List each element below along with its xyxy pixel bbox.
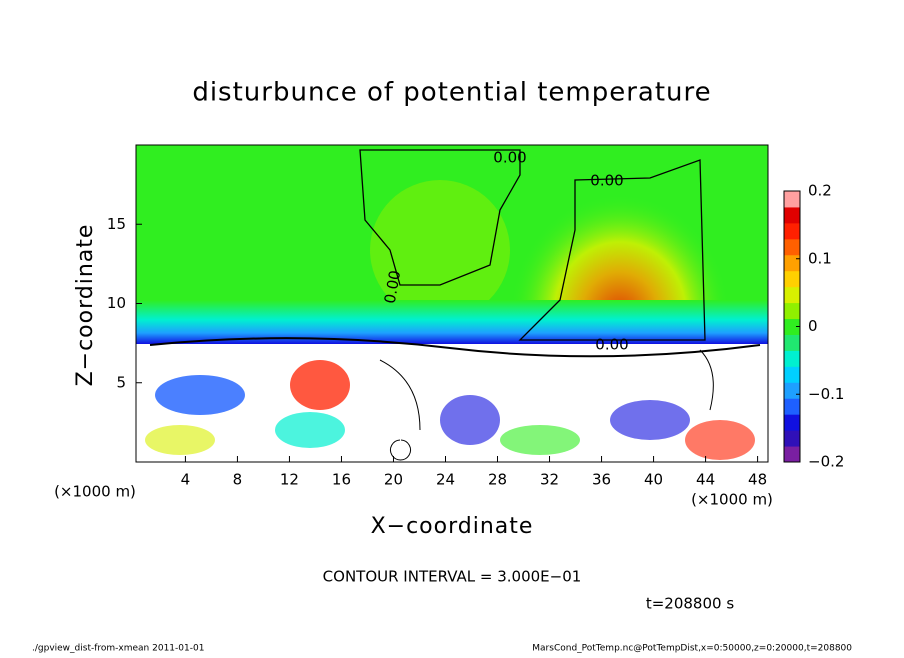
y-tick-label: 10 [107, 294, 126, 312]
chart-title: disturbunce of potential temperature [192, 78, 711, 108]
contour-interval: CONTOUR INTERVAL = 3.000E−01 [323, 568, 582, 586]
colorbar-swatch [784, 191, 800, 208]
x-unit: (×1000 m) [54, 483, 136, 501]
colorbar-tick-label: 0 [808, 317, 818, 335]
y-tick-label: 15 [107, 215, 126, 233]
x-tick-label: 24 [436, 471, 455, 489]
x-tick-label: 32 [540, 471, 559, 489]
colorbar-swatch [784, 302, 800, 320]
contour-label: 0.00 [595, 336, 628, 354]
footer-right: MarsCond_PotTemp.nc@PotTempDist,x=0:5000… [532, 644, 852, 654]
colorbar-swatch [784, 430, 800, 447]
colorbar-swatch [784, 238, 800, 256]
x-axis-label: X−coordinate [371, 514, 534, 539]
x-tick-label: 40 [644, 471, 663, 489]
colorbar-swatch [784, 254, 800, 272]
colorbar-swatch [784, 382, 800, 399]
x-tick-label: 8 [233, 471, 243, 489]
field [136, 145, 768, 462]
colorbar-swatch [784, 366, 800, 383]
y-axis-label: Z−coordinate [73, 224, 98, 387]
x-unit: (×1000 m) [691, 491, 773, 509]
colorbar-tick-label: −0.1 [808, 385, 844, 403]
colorbar-tick-label: 0.2 [808, 182, 832, 200]
contour-label: 0.00 [493, 149, 526, 167]
colorbar-swatch [784, 446, 800, 463]
x-tick-label: 44 [696, 471, 715, 489]
contour-label: 0.00 [381, 269, 405, 305]
colorbar-swatch [784, 270, 800, 288]
x-tick-label: 12 [280, 471, 299, 489]
colorbar-swatch [784, 222, 800, 240]
time-label: t=208800 s [646, 595, 734, 613]
x-tick-label: 28 [488, 471, 507, 489]
colorbar-swatch [784, 286, 800, 304]
colorbar-swatch [784, 334, 800, 351]
colorbar-swatch [784, 414, 800, 431]
colorbar-swatch [784, 398, 800, 415]
contour-label: 0.00 [590, 172, 623, 190]
y-tick-label: 5 [116, 373, 126, 391]
colorbar-swatch [784, 318, 800, 335]
x-tick-label: 20 [384, 471, 403, 489]
colorbar-swatch [784, 350, 800, 367]
colorbar-swatch [784, 206, 800, 224]
colorbar-tick-label: −0.2 [808, 453, 844, 471]
x-tick-label: 36 [592, 471, 611, 489]
x-tick-label: 4 [181, 471, 191, 489]
colorbar-tick-label: 0.1 [808, 249, 832, 267]
footer-left: ./gpview_dist-from-xmean 2011-01-01 [32, 644, 204, 654]
x-tick-label: 48 [748, 471, 767, 489]
x-tick-label: 16 [332, 471, 351, 489]
